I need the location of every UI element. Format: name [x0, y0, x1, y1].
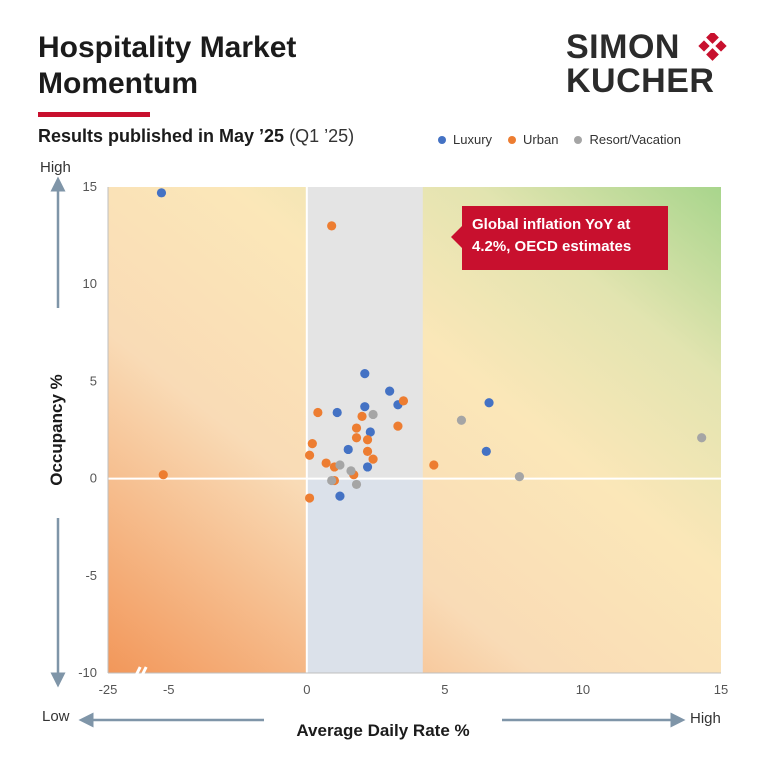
y-tick-label: 0 — [90, 471, 97, 486]
x-low-label: Low — [42, 708, 70, 725]
data-point-luxury — [362, 462, 373, 472]
data-point-urban — [327, 221, 337, 231]
data-point-urban — [307, 439, 317, 449]
axis-break-stroke — [132, 666, 142, 680]
title-underline — [38, 112, 150, 117]
data-point-urban — [304, 450, 315, 460]
subtitle: Results published in May ’25 (Q1 ’25) — [38, 126, 354, 147]
data-point-luxury — [385, 386, 395, 396]
data-point-resort-vacation — [368, 409, 378, 420]
data-point-urban — [362, 435, 373, 445]
legend-item-resort: Resort/Vacation — [574, 132, 681, 147]
x-tick-label: -25 — [99, 682, 118, 697]
axis-break-stroke — [138, 666, 148, 680]
x-tick-label: 10 — [576, 682, 590, 697]
subtitle-main: Results published in May ’25 — [38, 126, 285, 146]
data-point-urban — [398, 396, 409, 406]
y-tick-labels: -10 -5 0 5 10 15 — [78, 179, 97, 680]
legend-label-urban: Urban — [523, 132, 559, 147]
y-tick-label: -10 — [78, 665, 97, 680]
legend-label-luxury: Luxury — [453, 132, 493, 147]
data-point-urban — [158, 470, 168, 480]
x-tick-labels: -25 -5 0 5 10 15 — [99, 682, 729, 697]
data-point-resort-vacation — [327, 475, 337, 486]
data-point-urban — [351, 423, 362, 433]
x-tick-label: 0 — [303, 682, 310, 697]
subtitle-period: (Q1 ’25) — [289, 126, 355, 146]
inflation-band-lower — [306, 478, 423, 673]
inflation-callout: Global inflation YoY at 4.2%, OECD estim… — [462, 206, 668, 270]
x-tick-label: 5 — [441, 682, 448, 697]
data-point-urban — [362, 446, 373, 456]
y-tick-label: 5 — [90, 373, 97, 388]
logo-text-line1: SIMON — [566, 28, 680, 66]
y-tick-label: 10 — [83, 276, 97, 291]
brand-logo: SIMON KUCHER — [566, 30, 736, 100]
data-point-urban — [393, 421, 403, 431]
logo-diamond-icon — [698, 33, 727, 61]
data-point-urban — [351, 433, 362, 443]
legend-marker-resort — [574, 135, 583, 144]
callout-pointer — [451, 226, 462, 248]
data-point-luxury — [335, 491, 345, 501]
data-point-luxury — [484, 398, 494, 408]
data-point-luxury — [332, 407, 342, 418]
data-point-resort-vacation — [456, 415, 467, 425]
data-point-resort-vacation — [697, 433, 707, 443]
y-axis-title: Occupancy % — [47, 374, 66, 486]
legend-label-resort: Resort/Vacation — [589, 132, 681, 147]
chart-legend: Luxury Urban Resort/Vacation — [438, 132, 681, 147]
x-axis-title: Average Daily Rate % — [296, 721, 470, 740]
data-point-luxury — [343, 444, 353, 455]
data-point-resort-vacation — [346, 466, 356, 476]
page-title: Hospitality Market Momentum — [38, 31, 297, 100]
data-point-resort-vacation — [335, 460, 345, 470]
data-point-luxury — [365, 427, 375, 437]
data-points — [156, 188, 707, 503]
data-point-urban — [357, 411, 367, 421]
data-point-urban — [304, 493, 315, 503]
logo-text-line2: KUCHER — [566, 62, 715, 100]
data-point-urban — [313, 407, 323, 418]
data-point-urban — [368, 454, 378, 464]
x-tick-label: 15 — [714, 682, 728, 697]
inflation-band-upper — [306, 187, 423, 479]
legend-item-urban: Urban — [508, 132, 558, 147]
data-point-resort-vacation — [351, 479, 362, 490]
legend-marker-luxury — [438, 135, 446, 144]
data-point-luxury — [360, 402, 370, 412]
axis-break-marker — [132, 666, 148, 680]
data-point-resort-vacation — [514, 472, 525, 482]
data-point-luxury — [156, 188, 167, 198]
y-tick-label: 15 — [83, 179, 97, 194]
data-point-luxury — [481, 446, 491, 456]
y-tick-label: -5 — [85, 568, 97, 583]
x-tick-label: -5 — [163, 682, 175, 697]
y-high-label: High — [40, 159, 71, 176]
legend-marker-urban — [508, 135, 517, 144]
legend-item-luxury: Luxury — [438, 132, 492, 147]
x-high-label: High — [690, 710, 721, 727]
data-point-urban — [321, 458, 331, 468]
data-point-urban — [429, 460, 439, 470]
data-point-luxury — [360, 369, 370, 379]
